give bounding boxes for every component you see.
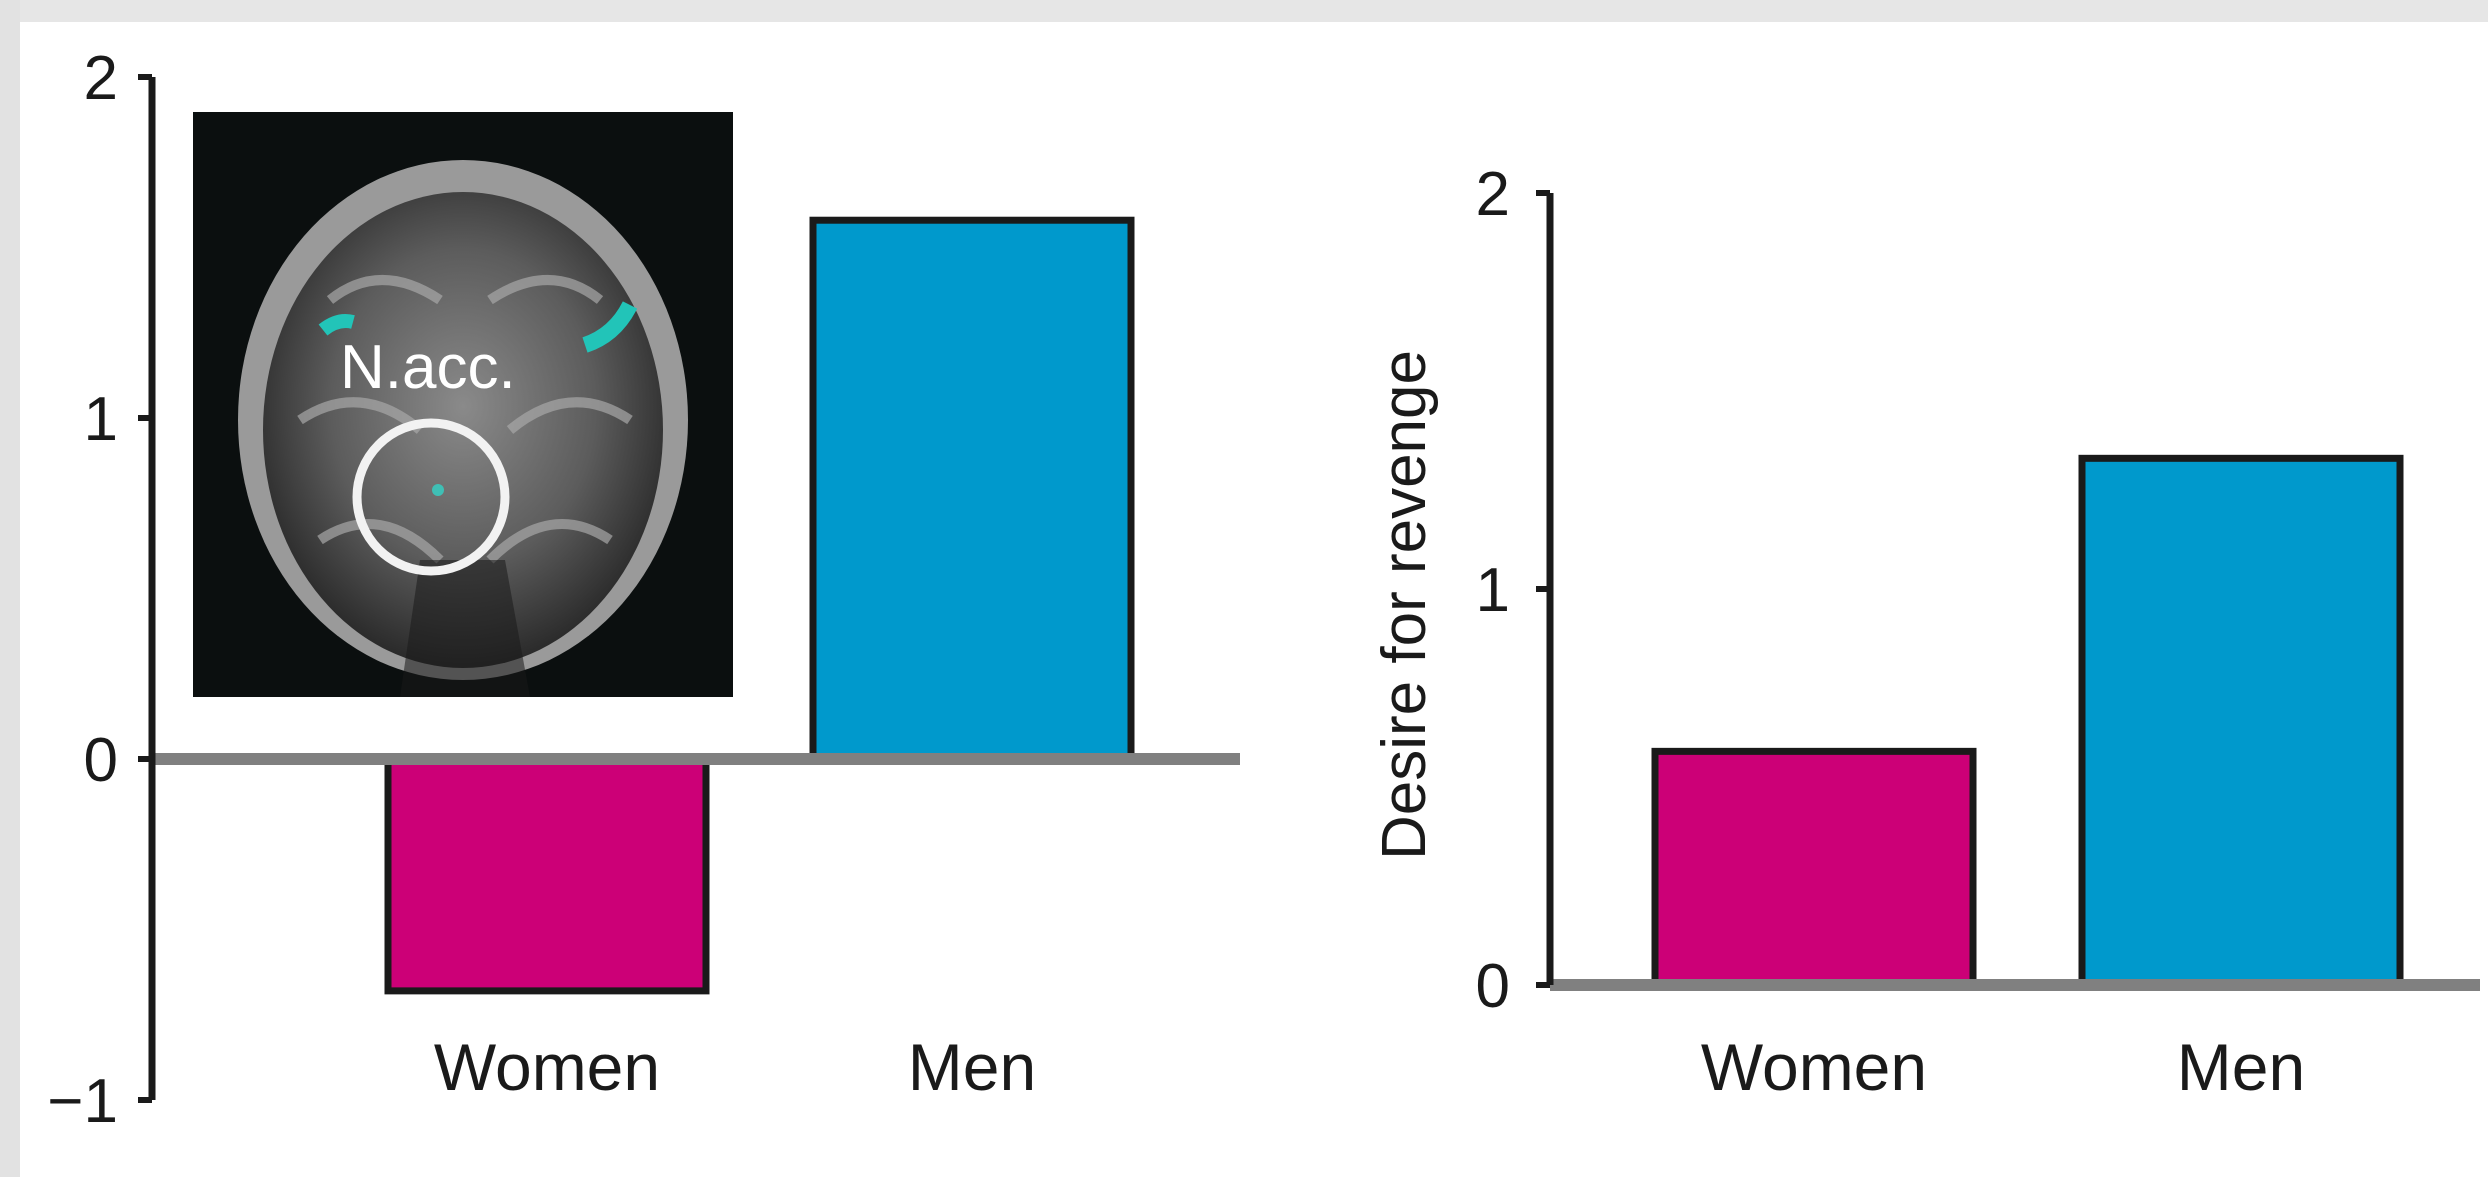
bar-women [384,755,710,995]
y-tick-label: 1 [1476,556,1510,625]
bar-men [2078,454,2404,989]
category-label: Men [2177,1030,2305,1104]
chart-right: Desire for revenge Women Men 2 1 0 [1370,160,2480,1104]
chart-left: N.acc. Women Men 2 1 0 −1 [47,44,1240,1136]
category-label: Women [1701,1030,1927,1104]
y-axis-title: Desire for revenge [1370,350,1439,860]
figure-top-border [0,0,2488,22]
inset-label: N.acc. [340,333,516,402]
bar-men [809,216,1135,763]
category-label: Women [434,1030,660,1104]
y-tick-label: 0 [84,726,118,795]
y-tick-label: 2 [84,44,118,113]
y-tick-label: 0 [1476,952,1510,1021]
brain-mri-icon [193,112,733,697]
y-tick-label: −1 [47,1067,118,1136]
category-label: Men [908,1030,1036,1104]
y-tick-label: 1 [84,385,118,454]
bar-women [1651,747,1977,989]
y-tick-label: 2 [1476,160,1510,229]
figure-left-border [0,0,20,1177]
